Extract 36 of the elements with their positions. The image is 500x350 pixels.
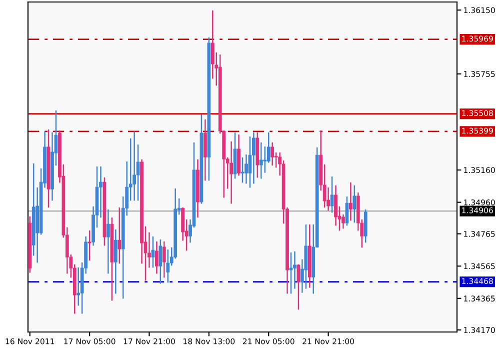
candlestick — [308, 224, 312, 288]
candlestick — [270, 142, 274, 166]
candlestick — [304, 224, 308, 289]
candlestick — [230, 141, 233, 204]
candlestick — [237, 134, 240, 176]
candlestick — [252, 132, 256, 184]
candlestick — [204, 119, 207, 181]
candlestick — [293, 251, 296, 289]
candlestick — [263, 146, 267, 173]
candlestick — [326, 187, 330, 211]
candlestick — [118, 207, 122, 264]
candlestick — [88, 230, 92, 261]
candlestick — [106, 209, 110, 274]
candlestick — [166, 249, 170, 283]
candlestick — [210, 10, 214, 79]
candlestick — [334, 185, 338, 226]
candlestick — [196, 159, 200, 218]
candlestick — [259, 142, 263, 179]
candlestick — [140, 159, 144, 264]
candlestick — [240, 157, 244, 183]
candlestick — [289, 252, 293, 294]
candlestick — [342, 214, 345, 229]
candlestick — [248, 136, 252, 188]
candlestick — [46, 129, 50, 208]
candlestick — [155, 241, 158, 274]
candlestick — [50, 132, 54, 201]
candlestick — [181, 208, 184, 241]
candlestick — [132, 131, 136, 201]
candlestick — [99, 166, 102, 218]
candlestick — [162, 241, 166, 278]
candlestick — [352, 185, 356, 223]
candlestick — [114, 229, 118, 294]
candlestick — [151, 236, 155, 268]
candlestick — [244, 154, 248, 184]
candlestick — [349, 182, 352, 221]
candlestick — [28, 216, 32, 273]
